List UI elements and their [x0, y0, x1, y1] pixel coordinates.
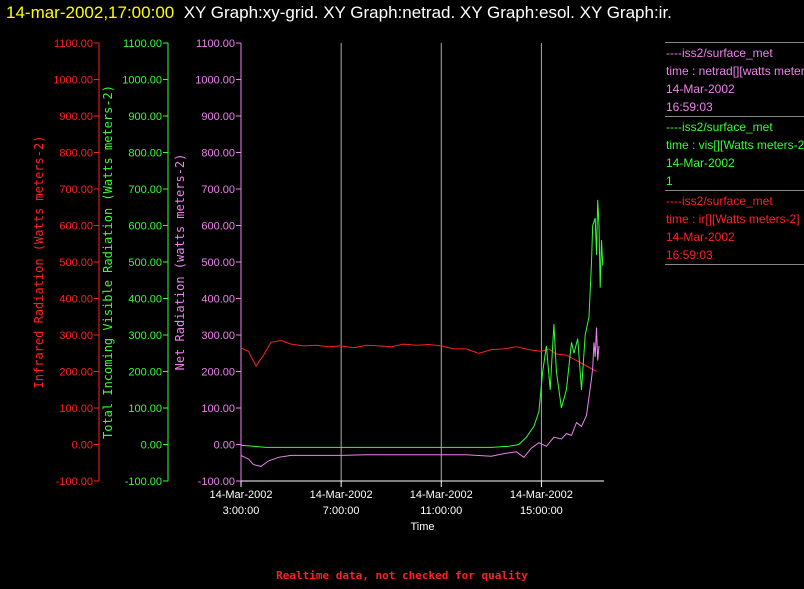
visible-y-tick-label: 900.00 [128, 111, 162, 123]
x-tick-date: 14-Mar-2002 [310, 489, 373, 501]
infrared-y-tick-label: 700.00 [59, 184, 93, 196]
visible-y-tick-label: 200.00 [128, 367, 162, 379]
infrared-y-tick-label: 900.00 [59, 111, 93, 123]
visible-y-tick-label: 600.00 [128, 221, 162, 233]
infrared-y-tick-label: -100.00 [56, 476, 93, 488]
legend-divider [665, 264, 804, 266]
net-y-tick-label: 300.00 [201, 330, 235, 342]
legend-line: time : netrad[][watts meters-2] [666, 64, 804, 78]
net-y-tick-label: 1100.00 [196, 38, 235, 50]
net-y-tick-label: 700.00 [201, 184, 235, 196]
x-tick-time: 7:00:00 [323, 505, 360, 517]
axes-layer: -100.00 0.00 100.00 200.00 300.00 400.00 500.0… [32, 38, 242, 488]
net-y-tick-label: 900.00 [201, 111, 235, 123]
net-axis-label: Net Radiation (watts meters-2) [173, 154, 187, 371]
visible-y-tick-label: 800.00 [128, 148, 162, 160]
visible-axis-label: Total Incoming Visible Radiation (Watts … [101, 85, 115, 439]
legend-source: ----iss2/surface_met [666, 120, 773, 134]
timestamp: 14-mar-2002,17:00:00 [6, 3, 175, 22]
infrared-y-tick-label: 400.00 [59, 294, 93, 306]
infrared-y-tick-label: 500.00 [59, 257, 93, 269]
x-tick-date: 14-Mar-2002 [410, 489, 473, 501]
net-y-tick-label: 100.00 [201, 403, 235, 415]
legend-value: 16:59:03 [666, 248, 713, 262]
net-y-tick-label: 600.00 [201, 221, 235, 233]
legend-source: ----iss2/surface_met [666, 46, 773, 60]
net-y-tick-label: 1000.00 [195, 75, 235, 87]
x-tick-time: 3:00:00 [223, 505, 260, 517]
quality-note: Realtime data, not checked for quality [276, 569, 528, 582]
legend-line: time : ir[][Watts meters-2] [666, 212, 800, 226]
infrared-y-tick-label: 1000.00 [53, 75, 93, 87]
chart-title: 14-mar-2002,17:00:00 XY Graph:xy-grid. X… [6, 3, 672, 23]
visible-y-tick-label: 0.00 [141, 440, 162, 452]
x-tick-date: 14-Mar-2002 [510, 489, 573, 501]
net-y-tick-label: 0.00 [214, 440, 235, 452]
infrared-y-tick-label: 100.00 [59, 403, 93, 415]
x-axis-label: Time [410, 521, 434, 533]
infrared-y-tick-label: 600.00 [59, 221, 93, 233]
x-tick-date: 14-Mar-2002 [210, 489, 273, 501]
legend-date: 14-Mar-2002 [666, 156, 735, 170]
net-series-line [240, 327, 600, 467]
visible-y-tick-label: 500.00 [128, 257, 162, 269]
grid-layer [340, 43, 542, 481]
legend-value: 16:59:03 [666, 100, 713, 114]
legend-date: 14-Mar-2002 [666, 82, 735, 96]
visible-series-line [240, 199, 604, 448]
net-y-tick-label: 500.00 [201, 257, 235, 269]
visible-y-tick-label: 700.00 [128, 184, 162, 196]
infrared-y-tick-label: 300.00 [59, 330, 93, 342]
infrared-y-tick-label: 800.00 [59, 148, 93, 160]
x-tick-time: 15:00:00 [520, 505, 563, 517]
net-y-tick-label: -100.00 [198, 476, 235, 488]
infrared-y-tick-label: 1100.00 [54, 38, 93, 50]
legend-line: time : vis[][Watts meters-2] [666, 138, 804, 152]
x-tick-time: 11:00:00 [420, 505, 462, 517]
infrared-y-tick-label: 200.00 [59, 367, 93, 379]
legend-value: 1 [666, 174, 673, 188]
visible-y-tick-label: 300.00 [128, 330, 162, 342]
net-y-tick-label: 200.00 [201, 367, 235, 379]
graph-list: XY Graph:xy-grid. XY Graph:netrad. XY Gr… [183, 3, 672, 22]
net-y-tick-label: 400.00 [201, 294, 235, 306]
x-axis: 14-Mar-2002 3:00:00 14-Mar-2002 7:00:00 14-M… [210, 480, 604, 533]
infrared-axis-label: Infrared Radiation (Watts meters-2) [32, 136, 46, 389]
legend-source: ----iss2/surface_met [666, 194, 773, 208]
visible-y-tick-label: 1100.00 [123, 38, 162, 50]
series-layer [240, 199, 604, 467]
infrared-y-tick-label: 0.00 [72, 440, 93, 452]
visible-y-tick-label: -100.00 [125, 476, 162, 488]
visible-y-tick-label: 1000.00 [122, 75, 162, 87]
visible-y-tick-label: 100.00 [128, 403, 162, 415]
legend-date: 14-Mar-2002 [666, 230, 735, 244]
net-y-tick-label: 800.00 [201, 148, 235, 160]
visible-y-tick-label: 400.00 [128, 294, 162, 306]
